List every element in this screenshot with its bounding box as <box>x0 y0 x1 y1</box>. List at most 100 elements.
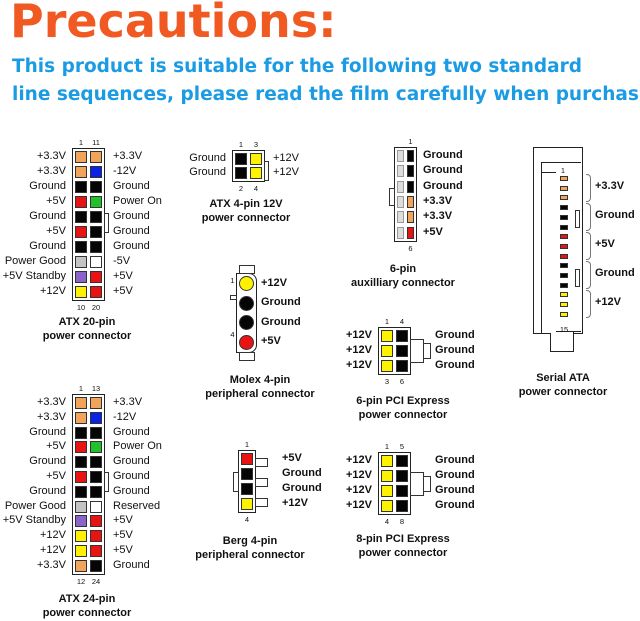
pin-number: 1 <box>244 440 250 449</box>
page-title: Precautions: <box>10 0 337 48</box>
pin-green <box>90 441 102 454</box>
pin-label-right: Ground <box>113 558 150 571</box>
pin-group-bracket <box>586 174 591 202</box>
pin-label-right: +5V <box>113 514 133 527</box>
pin-label-left: Ground <box>29 210 66 222</box>
pin-yellow <box>75 545 87 557</box>
pin-label-right: Ground <box>435 499 475 511</box>
pin-red <box>560 234 568 240</box>
pin-number: 13 <box>91 384 101 393</box>
connector-caption: ATX 24-pin power connector <box>43 593 132 621</box>
pin-red <box>560 243 568 249</box>
caption-line: power connector <box>358 546 448 559</box>
empty-pin-slot <box>397 150 404 162</box>
latch <box>230 295 237 300</box>
pin-label-right: +5V <box>423 225 443 238</box>
pin-number: 1 <box>408 137 413 146</box>
pin-black <box>90 471 102 483</box>
pin-label-left: Ground <box>29 484 66 497</box>
pin-label-left: +12V <box>40 529 66 542</box>
pin-label-left: +12V <box>346 359 372 371</box>
pin-label-left: +12V <box>346 499 372 511</box>
pin-label-right: +12V <box>273 152 299 164</box>
pin-number: 10 <box>76 303 86 312</box>
pin-label-right: Reserved <box>113 499 161 512</box>
pin-yellow <box>381 485 393 497</box>
pin-black <box>90 485 102 498</box>
pin-orange <box>560 176 568 181</box>
pin-orange <box>90 151 102 163</box>
pin-label-right: +5V <box>113 270 133 282</box>
pin-label-left: +3.3V <box>36 410 66 423</box>
connector-caption: Berg 4-pin peripheral connector <box>195 535 304 563</box>
pin-black <box>396 500 408 512</box>
caption-line: peripheral connector <box>205 387 315 400</box>
pin-black <box>407 180 414 193</box>
pin-gray <box>75 256 87 268</box>
pin-number: 12 <box>76 576 86 586</box>
empty-pin-slot <box>397 180 404 193</box>
pin-label-left: +12V <box>346 484 372 496</box>
pin-black <box>75 211 87 223</box>
latch <box>233 472 239 492</box>
pin-label-right: +12V <box>273 166 299 178</box>
caption-line: ATX 24-pin <box>58 593 116 605</box>
pin-white <box>90 500 102 513</box>
pin-orange <box>75 166 87 178</box>
pin-number: 8 <box>399 517 405 526</box>
pin-number: 20 <box>91 303 101 312</box>
pin-red <box>90 515 102 528</box>
berg-fin <box>255 478 268 487</box>
pin-group-bracket <box>586 203 591 232</box>
pin-yellow <box>75 286 87 298</box>
pin-label-right: Ground <box>423 164 463 177</box>
pin-red <box>75 226 87 238</box>
pin-label-right: +12V <box>282 497 308 509</box>
connector-key <box>550 332 574 352</box>
empty-pin-slot <box>397 165 404 178</box>
pin-label-left: Ground <box>189 166 226 178</box>
caption-line: 8-pin PCI Express <box>356 533 450 545</box>
pin-black <box>407 150 414 162</box>
pin-orange <box>560 195 568 201</box>
pin-orange <box>90 397 102 409</box>
pin-label-left: Power Good <box>4 499 66 512</box>
caption-line: Serial ATA <box>536 372 590 384</box>
pin-yellow <box>241 498 253 510</box>
pin-label-left: Ground <box>29 455 66 468</box>
pin-yellow <box>381 470 393 482</box>
pin-black <box>396 485 408 497</box>
pin-black <box>396 330 408 342</box>
pin-label-left: +12V <box>346 329 372 341</box>
pin-label-right: Ground <box>113 180 150 192</box>
pin-black <box>75 241 87 253</box>
pin-label-right: Ground <box>435 359 475 371</box>
latch <box>104 212 109 233</box>
pin-number: 24 <box>91 576 101 586</box>
pin-black <box>396 360 408 372</box>
pin-group-label: +12V <box>595 296 621 309</box>
empty-pin-slot <box>397 211 404 224</box>
pin-number: 4 <box>399 317 405 326</box>
pin-orange <box>560 185 568 191</box>
pin-number: 1 <box>230 276 235 285</box>
caption-line: power connector <box>42 606 132 619</box>
caption-line: power connector <box>201 211 291 224</box>
pin-black <box>396 470 408 482</box>
pin-label-left: +3.3V <box>36 558 66 571</box>
pin-label-left: +3.3V <box>36 165 66 177</box>
pin-label-right: +5V <box>282 452 302 464</box>
pin-orange <box>407 195 414 208</box>
pin-red <box>241 453 253 465</box>
pin-number: 3 <box>384 377 390 386</box>
pin-orange <box>407 211 414 224</box>
pin-yellow <box>381 330 393 342</box>
pin-number: 1 <box>384 442 390 451</box>
connector-caption: 6-pin PCI Express power connector <box>356 395 450 423</box>
caption-line: 6-pin PCI Express <box>356 395 450 407</box>
pin-label-right: Ground <box>113 210 150 222</box>
pin-label-right: Ground <box>435 329 475 341</box>
pin-label-right: +5V <box>113 544 133 556</box>
pin-label-right: Ground <box>282 482 322 494</box>
caption-line: 6-pin <box>389 263 417 275</box>
